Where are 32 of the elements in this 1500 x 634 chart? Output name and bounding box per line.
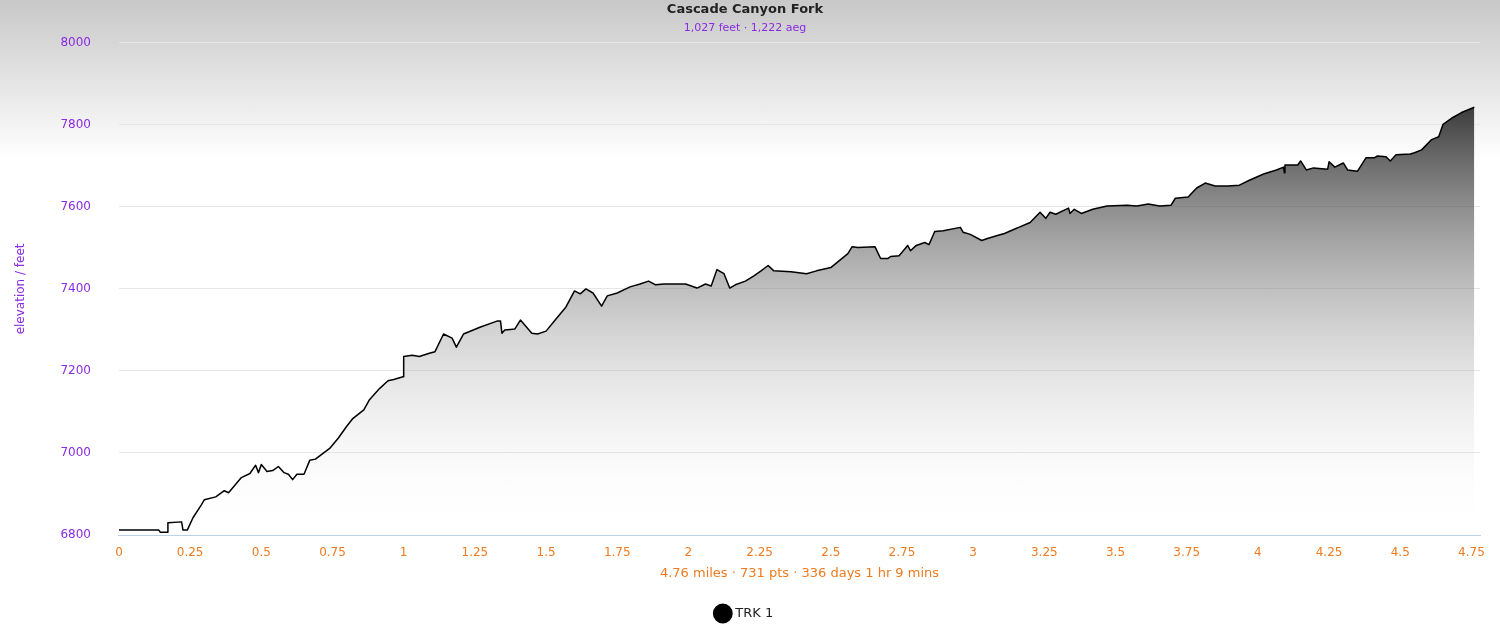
y-tick-label: 6800 — [60, 527, 91, 542]
x-tick-label: 3.5 — [1105, 545, 1126, 560]
x-tick-label: 1 — [399, 545, 408, 560]
x-tick-label: 4.25 — [1315, 545, 1343, 560]
x-tick-label: 2.5 — [821, 545, 841, 560]
y-axis-title: elevation / feet — [13, 243, 28, 335]
x-tick-label: 3.75 — [1173, 545, 1201, 560]
x-tick-label: 3 — [969, 545, 977, 560]
y-tick-label: 7800 — [60, 116, 91, 131]
chart-subtitle: 1,027 feet · 1,222 aeg — [683, 21, 807, 35]
y-tick-label: 8000 — [60, 34, 91, 49]
y-tick-label: 7200 — [60, 363, 91, 378]
x-tick-label: 3.25 — [1030, 545, 1058, 560]
x-tick-label: 0.75 — [319, 545, 346, 560]
y-tick-label: 7400 — [60, 281, 91, 296]
x-tick-label: 2.75 — [888, 545, 916, 560]
y-tick-label: 7600 — [60, 198, 91, 213]
x-tick-label: 0 — [115, 545, 123, 560]
chart-title: Cascade Canyon Fork — [666, 1, 824, 17]
x-tick-label: 0.5 — [251, 545, 271, 560]
x-tick-label: 2 — [684, 545, 693, 560]
x-tick-label: 1.75 — [603, 545, 631, 560]
x-tick-label: 4.5 — [1390, 545, 1410, 560]
x-tick-label: 0.25 — [176, 545, 204, 560]
x-tick-label: 4 — [1254, 545, 1262, 560]
legend-label: TRK 1 — [734, 604, 774, 620]
x-tick-label: 1.5 — [536, 545, 556, 560]
x-tick-label: 2.25 — [746, 545, 773, 560]
y-tick-label: 7000 — [60, 445, 91, 460]
x-tick-label: 4.75 — [1458, 545, 1485, 560]
x-tick-label: 1.25 — [461, 545, 489, 560]
x-axis-title: 4.76 miles · 731 pts · 336 days 1 hr 9 mins — [659, 564, 940, 580]
